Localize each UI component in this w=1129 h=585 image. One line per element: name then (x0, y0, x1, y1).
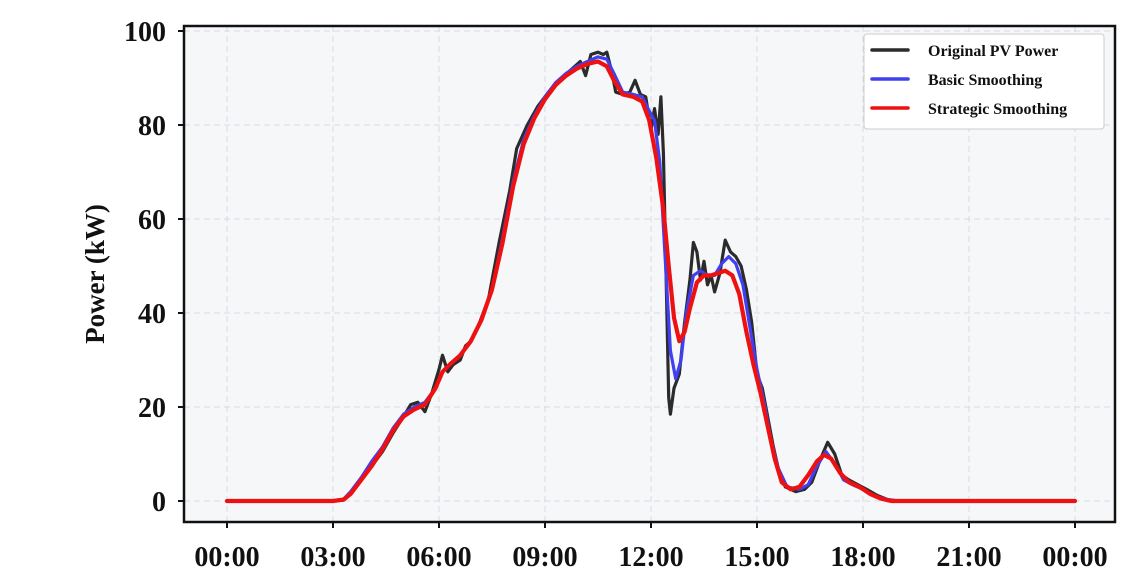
x-axis-ticks: 00:00 03:00 06:00 09:00 12:00 15:00 18:00 21:00… (194, 522, 1108, 573)
y-tick-label: 60 (138, 205, 166, 236)
plot-frame (182, 24, 1117, 524)
legend-label: Original PV Power (928, 43, 1058, 60)
legend-label: Strategic Smoothing (928, 101, 1067, 118)
y-tick-label: 100 (124, 17, 166, 48)
legend-box (863, 33, 1105, 130)
x-tick-label: 15:00 (724, 542, 789, 573)
x-tick-label: 21:00 (936, 542, 1001, 573)
y-tick-label: 0 (152, 487, 166, 518)
x-tick-label: 12:00 (618, 542, 683, 573)
y-tick-label: 80 (138, 111, 166, 142)
y-axis-label: Power (kW) (80, 204, 110, 344)
x-tick-label: 00:00 (194, 542, 259, 573)
x-tick-label: 18:00 (830, 542, 895, 573)
x-tick-label: 03:00 (300, 542, 365, 573)
legend: Original PV Power Basic Smoothing Strategi… (863, 33, 1105, 130)
y-tick-label: 40 (138, 299, 166, 330)
series-line-strategic-smoothing (224, 59, 1078, 504)
x-tick-label: 06:00 (406, 542, 471, 573)
x-tick-label: 00:00 (1042, 542, 1107, 573)
x-tick-label: 09:00 (512, 542, 577, 573)
legend-label: Basic Smoothing (928, 72, 1042, 89)
series-lines (224, 50, 1078, 504)
y-axis-ticks: 0 20 40 60 80 100 (124, 17, 184, 518)
y-tick-label: 20 (138, 393, 166, 424)
